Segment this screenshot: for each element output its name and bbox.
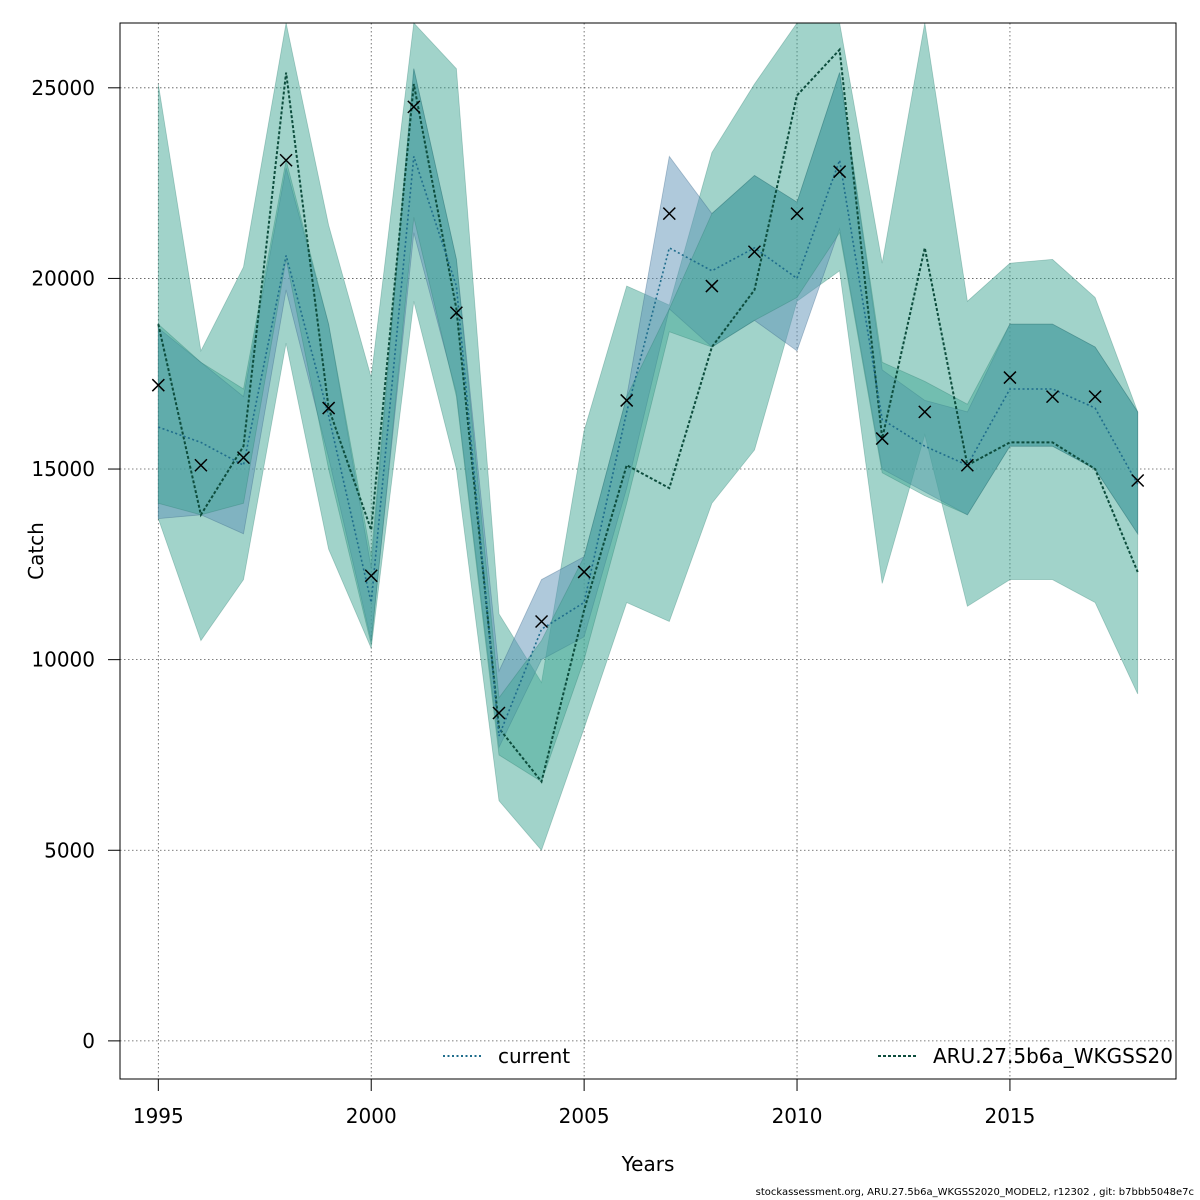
legend-label-aru: ARU.27.5b6a_WKGSS20	[933, 1044, 1173, 1068]
band-inner-current	[157, 68, 1139, 749]
x-tick-label: 2005	[559, 1104, 610, 1128]
observed-point	[790, 207, 804, 221]
series-line-current	[158, 156, 1139, 737]
x-axis-title: Years	[621, 1152, 675, 1176]
uncertainty-bands	[157, 22, 1139, 852]
observed-point	[1131, 473, 1145, 488]
observed-markers	[151, 100, 1145, 720]
observed-point	[407, 100, 421, 114]
y-tick-label: 15000	[31, 457, 95, 481]
x-tick-label: 2015	[984, 1104, 1035, 1128]
observed-point	[1045, 390, 1060, 404]
x-tick-label: 1995	[133, 1104, 184, 1128]
observed-point	[662, 207, 676, 221]
y-tick-label: 5000	[44, 838, 95, 862]
y-tick-label: 25000	[31, 76, 95, 100]
observed-point	[620, 393, 634, 407]
observed-point	[364, 569, 378, 583]
y-tick-label: 0	[82, 1029, 95, 1053]
observed-point	[705, 279, 719, 293]
observed-point	[236, 451, 251, 465]
x-axis: 1995 2000 2005 2010 2015	[133, 1078, 1035, 1128]
observed-point	[535, 614, 549, 629]
observed-point	[1003, 371, 1017, 385]
observed-point	[322, 401, 336, 415]
series-line-aru	[157, 47, 1139, 784]
observed-point	[492, 706, 506, 720]
x-tick-label: 2010	[772, 1104, 823, 1128]
observed-point	[449, 306, 463, 320]
observed-point	[747, 245, 761, 259]
footer-caption: stockassessment.org, ARU.27.5b6a_WKGSS20…	[755, 1187, 1194, 1198]
observed-point	[151, 378, 165, 392]
band-inner-aru	[157, 68, 1139, 783]
observed-point	[875, 432, 889, 446]
x-tick-label: 2000	[346, 1104, 397, 1128]
series-lines	[157, 47, 1139, 784]
y-axis-title: Catch	[24, 522, 48, 580]
y-tick-label: 10000	[31, 648, 95, 672]
observed-point	[194, 458, 208, 472]
grid-lines	[120, 23, 1176, 1079]
y-axis: 0 5000 10000 15000 20000 25000	[31, 76, 120, 1053]
observed-point	[918, 405, 932, 419]
y-tick-label: 20000	[31, 266, 95, 290]
observed-point	[1088, 390, 1102, 404]
legend-label-current: current	[498, 1044, 570, 1068]
observed-point	[833, 165, 847, 179]
observed-point	[279, 153, 293, 167]
observed-point	[577, 565, 591, 579]
legend: current ARU.27.5b6a_WKGSS20	[443, 1044, 1173, 1068]
observed-point	[960, 458, 974, 472]
